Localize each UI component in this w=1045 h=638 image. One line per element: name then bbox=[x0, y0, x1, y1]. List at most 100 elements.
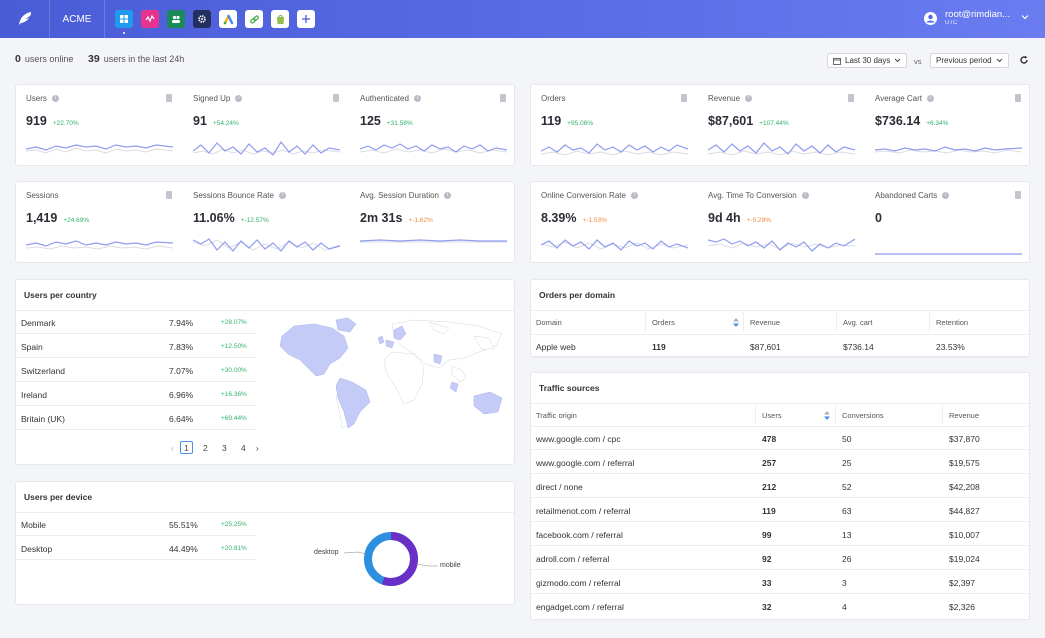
table-row[interactable]: retailmenot.com / referral 119 63 $44,827 bbox=[531, 498, 1029, 522]
column-header[interactable]: Conversions bbox=[842, 411, 884, 420]
sort-icon[interactable] bbox=[733, 318, 739, 327]
calendar-icon bbox=[833, 57, 841, 65]
trash-icon[interactable] bbox=[1015, 94, 1021, 102]
metric-session-duration: Avg. Session Duration i 2m 31s +-1.62% bbox=[350, 182, 516, 262]
sparkline bbox=[360, 239, 507, 243]
pagination: ‹ 1 2 3 4 › bbox=[171, 441, 259, 454]
info-icon[interactable]: i bbox=[278, 192, 286, 199]
sparkline bbox=[541, 239, 688, 251]
info-icon[interactable]: i bbox=[927, 95, 934, 102]
column-header[interactable]: Orders bbox=[652, 318, 675, 327]
page-button[interactable]: 2 bbox=[202, 442, 208, 453]
device-row[interactable]: Desktop 44.49% +20.81% bbox=[16, 536, 256, 560]
trash-icon[interactable] bbox=[166, 94, 172, 102]
chevron-down-icon bbox=[996, 58, 1002, 63]
table-row[interactable]: gizmodo.com / referral 33 3 $2,397 bbox=[531, 570, 1029, 594]
compare-period-select[interactable]: Previous period bbox=[930, 53, 1009, 68]
add-app-icon[interactable] bbox=[297, 10, 315, 28]
column-header[interactable]: Users bbox=[762, 411, 782, 420]
chevron-right-icon[interactable]: › bbox=[255, 442, 259, 453]
sparkline bbox=[708, 238, 855, 252]
users-24h-stat: 39 users in the last 24h bbox=[88, 53, 185, 65]
traffic-sources-card: Traffic sources Traffic origin Users Con… bbox=[530, 372, 1031, 620]
info-icon[interactable]: i bbox=[942, 192, 950, 199]
brand-name[interactable]: ACME bbox=[50, 0, 105, 38]
column-header[interactable]: Revenue bbox=[949, 411, 980, 420]
table-row[interactable]: direct / none 212 52 $42,208 bbox=[531, 474, 1029, 498]
chevron-down-icon bbox=[895, 58, 901, 63]
trash-icon[interactable] bbox=[681, 94, 687, 102]
chevron-down-icon[interactable] bbox=[1021, 13, 1029, 21]
analytics-app-icon[interactable] bbox=[141, 10, 159, 28]
table-row[interactable]: www.google.com / referral 257 25 $19,575 bbox=[531, 450, 1029, 474]
sparkline bbox=[875, 146, 1022, 154]
sparkline bbox=[193, 140, 340, 156]
info-icon[interactable]: i bbox=[801, 192, 809, 199]
sparkline bbox=[541, 143, 688, 156]
info-icon[interactable]: i bbox=[51, 95, 59, 102]
country-row[interactable]: Denmark 7.94% +28.07% bbox=[16, 310, 256, 334]
column-header[interactable]: Revenue bbox=[750, 318, 781, 327]
page-button[interactable]: 4 bbox=[240, 442, 246, 453]
table-row[interactable]: adroll.com / referral 92 26 $19,024 bbox=[531, 546, 1029, 570]
users-online-stat: 0 users online bbox=[15, 53, 74, 65]
app-switcher bbox=[115, 10, 315, 34]
users-per-country-card: Users per country Denmark 7.94% +28.07% Sp… bbox=[15, 279, 516, 465]
sort-icon[interactable] bbox=[824, 411, 830, 420]
sparkline bbox=[26, 144, 173, 154]
metric-conversion-rate: Online Conversion Rate i 8.39% +-1.53% bbox=[531, 182, 698, 262]
table-row[interactable]: facebook.com / referral 99 13 $10,007 bbox=[531, 522, 1029, 546]
sparkline bbox=[193, 238, 340, 252]
metric-sessions: Sessions 1,419 +24.69% bbox=[16, 182, 183, 262]
link-app-icon[interactable] bbox=[245, 10, 263, 28]
country-row[interactable]: Britain (UK) 6.64% +69.44% bbox=[16, 406, 256, 430]
device-row[interactable]: Mobile 55.51% +25.25% bbox=[16, 512, 256, 536]
trash-icon[interactable] bbox=[333, 94, 339, 102]
shopify-icon[interactable] bbox=[271, 10, 289, 28]
table-row[interactable]: engadget.com / referral 32 4 $2,326 bbox=[536, 602, 975, 612]
device-donut-chart bbox=[343, 532, 438, 586]
country-row[interactable]: Ireland 6.96% +16.36% bbox=[16, 382, 256, 406]
trash-icon[interactable] bbox=[848, 94, 854, 102]
date-range-select[interactable]: Last 30 days bbox=[827, 53, 908, 68]
dashboard-app-icon[interactable] bbox=[115, 10, 133, 34]
users-app-icon[interactable] bbox=[167, 10, 185, 28]
donut-slice-mobile bbox=[364, 532, 418, 586]
page-button[interactable]: 1 bbox=[179, 441, 193, 454]
users-per-device-card: Users per device Mobile 55.51% +25.25% Des… bbox=[15, 481, 516, 605]
metric-orders: Orders 119 +95.08% bbox=[531, 85, 698, 165]
trash-icon[interactable] bbox=[1015, 191, 1021, 199]
metric-users: Users i 919 +22.70% bbox=[16, 85, 183, 165]
column-header[interactable]: Avg. cart bbox=[843, 318, 873, 327]
info-icon[interactable]: i bbox=[745, 95, 753, 102]
sparkline bbox=[875, 253, 1022, 255]
donut-label-mobile: mobile bbox=[440, 562, 461, 569]
table-row[interactable]: Apple web 119 $87,601 $736.14 23.53% bbox=[531, 334, 1029, 358]
app-logo[interactable] bbox=[0, 0, 50, 38]
table-row[interactable]: www.google.com / cpc 478 50 $37,870 bbox=[531, 426, 1029, 450]
info-icon[interactable]: i bbox=[630, 192, 638, 199]
user-avatar-icon bbox=[924, 12, 937, 25]
info-icon[interactable]: i bbox=[235, 95, 243, 102]
chevron-left-icon[interactable]: ‹ bbox=[171, 442, 174, 453]
column-header[interactable]: Domain bbox=[536, 318, 562, 327]
user-name: root@rimdian... bbox=[945, 9, 1011, 20]
country-row[interactable]: Switzerland 7.07% +30.00% bbox=[16, 358, 256, 382]
google-ads-icon[interactable] bbox=[219, 10, 237, 28]
card-title: Traffic sources bbox=[539, 383, 600, 393]
info-icon[interactable]: i bbox=[444, 192, 452, 199]
user-menu[interactable]: root@rimdian... UTC bbox=[924, 9, 1010, 26]
card-title: Users per country bbox=[24, 290, 97, 300]
page-button[interactable]: 3 bbox=[221, 442, 227, 453]
column-header[interactable]: Traffic origin bbox=[536, 411, 577, 420]
country-row[interactable]: Spain 7.83% +12.50% bbox=[16, 334, 256, 358]
column-header[interactable]: Retention bbox=[936, 318, 969, 327]
refresh-button[interactable] bbox=[1017, 53, 1031, 67]
trash-icon[interactable] bbox=[166, 191, 172, 199]
vs-label: vs bbox=[914, 57, 922, 66]
settings-app-icon[interactable] bbox=[193, 10, 211, 28]
summary-bar: 0 users online 39 users in the last 24h La… bbox=[0, 38, 1045, 82]
trash-icon[interactable] bbox=[500, 94, 506, 102]
metric-authenticated: Authenticated i 125 +31.58% bbox=[350, 85, 516, 165]
info-icon[interactable]: i bbox=[413, 95, 421, 102]
